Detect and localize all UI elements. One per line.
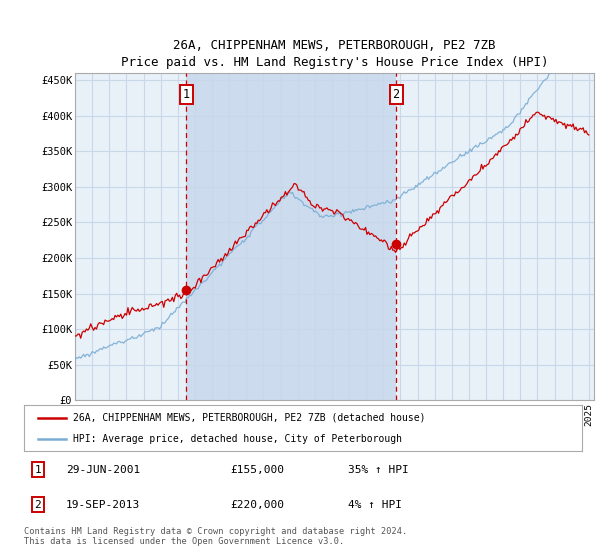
Text: 26A, CHIPPENHAM MEWS, PETERBOROUGH, PE2 7ZB (detached house): 26A, CHIPPENHAM MEWS, PETERBOROUGH, PE2 … xyxy=(73,413,425,423)
Text: 1: 1 xyxy=(35,465,41,475)
Text: £155,000: £155,000 xyxy=(230,465,284,475)
Text: 4% ↑ HPI: 4% ↑ HPI xyxy=(347,500,401,510)
Text: 19-SEP-2013: 19-SEP-2013 xyxy=(66,500,140,510)
Text: 2: 2 xyxy=(392,88,400,101)
Bar xyxy=(187,73,396,400)
Text: 1: 1 xyxy=(183,88,190,101)
Text: 29-JUN-2001: 29-JUN-2001 xyxy=(66,465,140,475)
Title: 26A, CHIPPENHAM MEWS, PETERBOROUGH, PE2 7ZB
Price paid vs. HM Land Registry's Ho: 26A, CHIPPENHAM MEWS, PETERBOROUGH, PE2 … xyxy=(121,39,548,69)
Text: 2: 2 xyxy=(35,500,41,510)
Text: £220,000: £220,000 xyxy=(230,500,284,510)
Text: Contains HM Land Registry data © Crown copyright and database right 2024.
This d: Contains HM Land Registry data © Crown c… xyxy=(24,526,407,546)
Text: 35% ↑ HPI: 35% ↑ HPI xyxy=(347,465,409,475)
Text: HPI: Average price, detached house, City of Peterborough: HPI: Average price, detached house, City… xyxy=(73,435,402,444)
